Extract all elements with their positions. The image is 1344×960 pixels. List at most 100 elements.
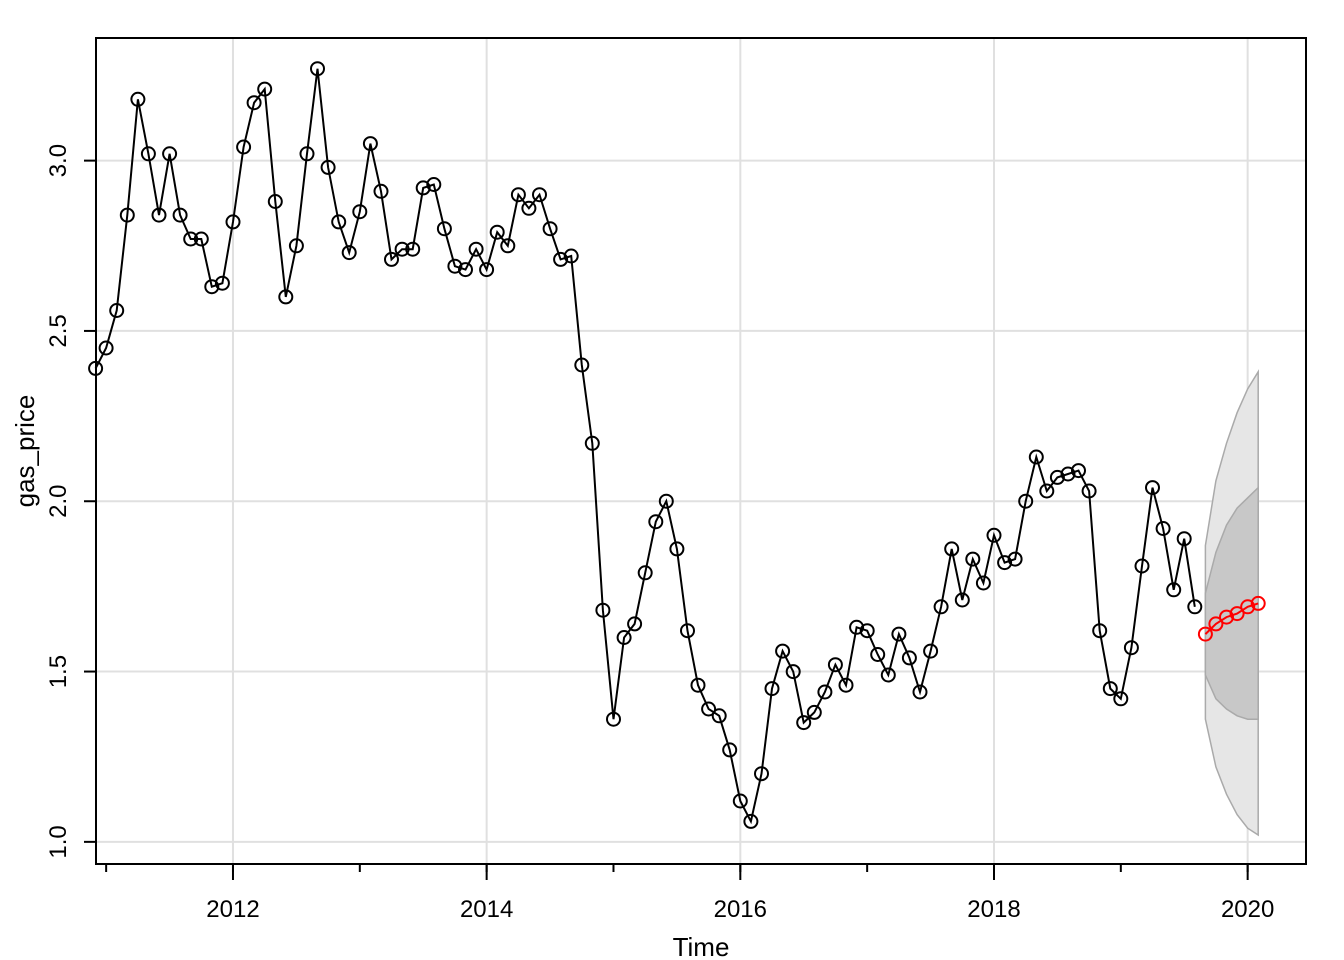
forecast-band-80-area [1204, 485, 1259, 720]
observed-point [859, 623, 875, 639]
observed-point [901, 650, 917, 666]
observed-point [151, 207, 167, 223]
observed-point [975, 575, 991, 591]
observed-point [732, 793, 748, 809]
observed-point [214, 275, 230, 291]
observed-point [986, 527, 1002, 543]
forecast-point [1250, 595, 1266, 611]
observed-point [479, 262, 495, 278]
observed-point [320, 159, 336, 175]
observed-point [236, 139, 252, 155]
observed-point [606, 711, 621, 727]
observed-point [785, 664, 801, 680]
series-layer [88, 61, 1266, 829]
observed-point [880, 667, 896, 683]
observed-point [711, 708, 727, 724]
observed-point [1039, 483, 1055, 499]
observed-series-line [94, 68, 1196, 825]
observed-point [130, 91, 146, 107]
observed-point [299, 146, 315, 162]
observed-point [246, 95, 262, 111]
x-tick-label: 2012 [206, 896, 259, 923]
observed-point [1071, 463, 1086, 479]
observed-point [1113, 691, 1129, 707]
observed-point [341, 245, 357, 261]
observed-point [1134, 558, 1150, 574]
observed-point [954, 592, 970, 608]
observed-point [1092, 623, 1108, 639]
observed-point [658, 493, 674, 509]
forecast-point [1229, 606, 1245, 622]
observed-point [648, 514, 664, 530]
observed-point [521, 200, 537, 216]
observed-point [1028, 449, 1044, 465]
observed-point [1018, 493, 1034, 509]
observed-point [563, 248, 579, 264]
observed-point [510, 187, 526, 203]
observed-point [933, 599, 949, 615]
observed-point [775, 643, 791, 659]
observed-point [764, 681, 780, 697]
observed-point [1176, 531, 1192, 547]
observed-point [701, 701, 717, 717]
observed-point [267, 194, 283, 209]
observed-point [1155, 521, 1171, 536]
observed-point [817, 684, 833, 700]
axis-layer: 2012 2014 2016 2018 2020 1.0 1.5 2.0 2.5 3.0 [45, 144, 1274, 923]
observed-point [870, 647, 886, 662]
observed-point [680, 623, 695, 639]
observed-point [119, 207, 135, 223]
observed-point [384, 251, 399, 267]
y-tick-label: 2.5 [45, 314, 72, 347]
observed-point [162, 146, 178, 162]
plot-frame [95, 37, 1307, 865]
x-tick-label: 2016 [714, 896, 767, 923]
forecast-band-80 [1204, 485, 1259, 720]
observed-point [468, 241, 484, 257]
observed-point [796, 715, 812, 731]
observed-point [806, 704, 822, 720]
observed-point [436, 221, 452, 237]
observed-point [310, 61, 325, 77]
observed-point [1187, 599, 1203, 615]
observed-point [183, 231, 199, 247]
y-tick-label: 1.0 [45, 825, 72, 858]
y-axis-title: gas_price [10, 395, 40, 508]
observed-point [584, 435, 600, 451]
observed-point [616, 630, 632, 645]
observed-point [1123, 640, 1139, 656]
x-axis-title: Time [673, 932, 730, 960]
observed-point [595, 602, 611, 618]
forecast-point [1208, 616, 1224, 632]
observed-point [553, 251, 569, 267]
forecast-point [1240, 599, 1256, 615]
observed-point [193, 231, 209, 247]
x-tick-label: 2018 [967, 896, 1020, 923]
observed-point [722, 742, 738, 758]
observed-point [489, 224, 505, 240]
grid-layer [96, 38, 1306, 864]
observed-point [278, 289, 294, 305]
observed-point [288, 238, 304, 254]
observed-point [838, 677, 854, 693]
observed-point [1102, 681, 1118, 697]
observed-point [257, 81, 273, 97]
observed-point [352, 204, 368, 220]
observed-point [172, 207, 188, 223]
observed-point [532, 187, 547, 203]
observed-point [827, 657, 843, 673]
observed-point [415, 180, 431, 196]
observed-point [542, 221, 558, 237]
observed-point [849, 619, 865, 635]
observed-point [362, 136, 378, 152]
observed-point [1145, 480, 1160, 496]
observed-point [140, 146, 156, 162]
observed-point [373, 183, 389, 199]
observed-point [754, 766, 769, 782]
x-tick-label: 2020 [1221, 896, 1274, 923]
observed-point [574, 357, 590, 373]
forecast-point [1197, 626, 1213, 642]
observed-point [109, 303, 125, 318]
